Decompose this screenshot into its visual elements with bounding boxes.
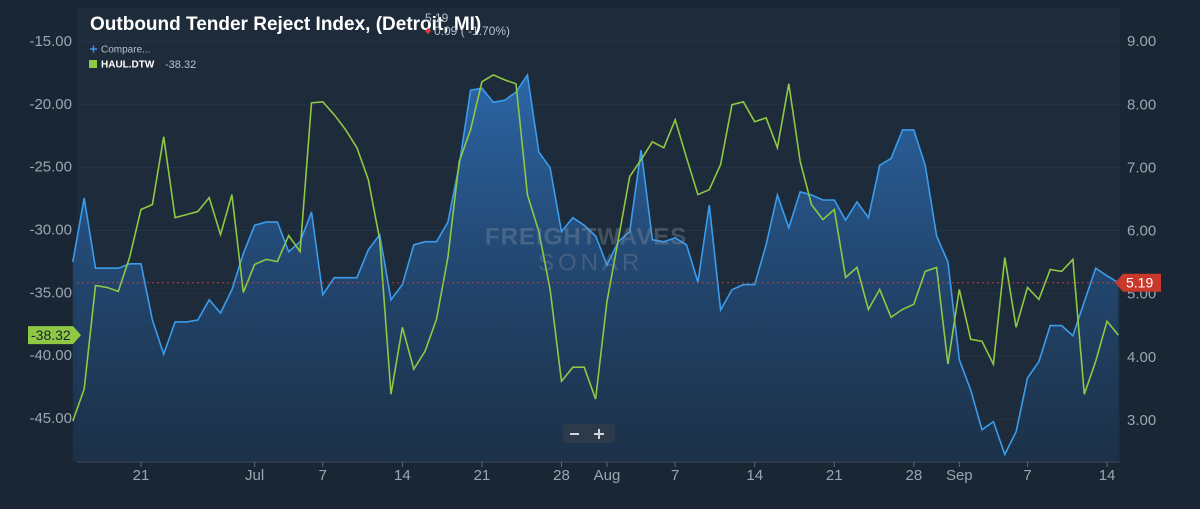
x-tick-label: 14 (394, 467, 411, 484)
legend-value: -38.32 (165, 59, 196, 71)
area (72, 75, 1119, 462)
compare[interactable]: Compare... (101, 45, 150, 56)
zoom-controls (563, 424, 615, 443)
plot (72, 41, 1120, 462)
y2-tick-label: 8.00 (1127, 96, 1156, 113)
zoom-in[interactable] (594, 429, 604, 439)
x-tick-label: Aug (594, 467, 621, 484)
y-tick-label: -30.00 (29, 221, 72, 238)
x-tick-label: 7 (1023, 467, 1031, 484)
watermark: SONAR (538, 249, 643, 276)
badge (28, 326, 81, 345)
y2-tick-label: 4.00 (1127, 349, 1156, 366)
x-tick-label: Jul (245, 467, 264, 484)
down-icon (425, 28, 431, 34)
badge-label: 5.19 (1126, 274, 1153, 290)
legend-swatch (89, 60, 97, 68)
y2-tick-label: 3.00 (1127, 412, 1156, 429)
x-tick-label: 21 (133, 467, 150, 484)
x-tick-label: 14 (746, 467, 763, 484)
y-tick-label: -45.00 (29, 410, 72, 427)
y2-tick-label: 7.00 (1127, 159, 1156, 176)
x-tick-label: 7 (319, 467, 327, 484)
badge-label: -38.32 (31, 327, 71, 343)
change: 0.09 ( -1.70%) (434, 24, 510, 38)
y-tick-label: -35.00 (29, 284, 72, 301)
y2-tick-label: 9.00 (1127, 33, 1156, 50)
y-tick-label: -15.00 (29, 33, 72, 50)
y-tick-label: -40.00 (29, 347, 72, 364)
last-value: 5.19 (425, 11, 449, 25)
y-tick-label: -25.00 (29, 159, 72, 176)
chart-title: Outbound Tender Reject Index, (Detroit, … (90, 14, 481, 35)
x-tick-label: 28 (905, 467, 922, 484)
x-tick-label: 14 (1099, 467, 1116, 484)
x-tick-label: 21 (474, 467, 491, 484)
legend-label: HAUL.DTW (101, 60, 155, 71)
y2-tick-label: 6.00 (1127, 223, 1156, 240)
badge (1115, 273, 1161, 292)
y-tick-label: -20.00 (29, 96, 72, 113)
x-tick-label: 28 (553, 467, 570, 484)
watermark: FREIGHTWAVES (485, 223, 687, 250)
x-tick-label: Sep (946, 467, 973, 484)
x-tick-label: 21 (826, 467, 843, 484)
line (72, 72, 1119, 457)
x-tick-label: 7 (671, 467, 679, 484)
compare-icon[interactable] (90, 45, 97, 53)
